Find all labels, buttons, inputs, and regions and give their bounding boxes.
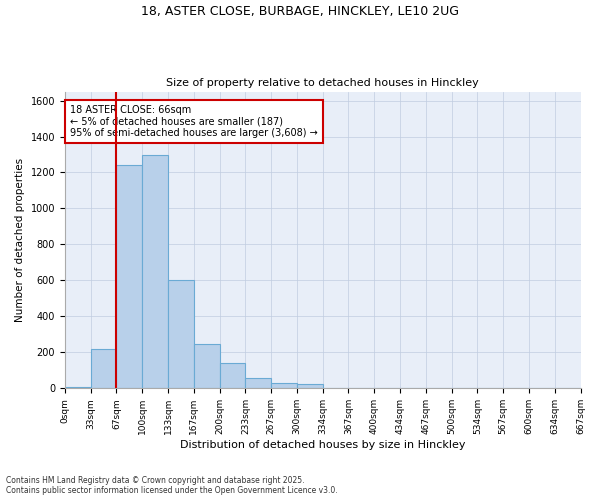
Text: Contains HM Land Registry data © Crown copyright and database right 2025.
Contai: Contains HM Land Registry data © Crown c…	[6, 476, 338, 495]
Text: 18 ASTER CLOSE: 66sqm
← 5% of detached houses are smaller (187)
95% of semi-deta: 18 ASTER CLOSE: 66sqm ← 5% of detached h…	[70, 105, 318, 138]
Bar	[194, 344, 220, 389]
Bar	[65, 386, 91, 388]
Bar	[271, 383, 297, 388]
Bar	[245, 378, 271, 388]
Bar	[297, 384, 323, 388]
Bar	[91, 349, 116, 389]
X-axis label: Distribution of detached houses by size in Hinckley: Distribution of detached houses by size …	[180, 440, 466, 450]
Y-axis label: Number of detached properties: Number of detached properties	[15, 158, 25, 322]
Bar	[220, 363, 245, 388]
Bar	[116, 166, 142, 388]
Bar	[142, 154, 168, 388]
Title: Size of property relative to detached houses in Hinckley: Size of property relative to detached ho…	[166, 78, 479, 88]
Text: 18, ASTER CLOSE, BURBAGE, HINCKLEY, LE10 2UG: 18, ASTER CLOSE, BURBAGE, HINCKLEY, LE10…	[141, 5, 459, 18]
Bar	[168, 280, 194, 388]
